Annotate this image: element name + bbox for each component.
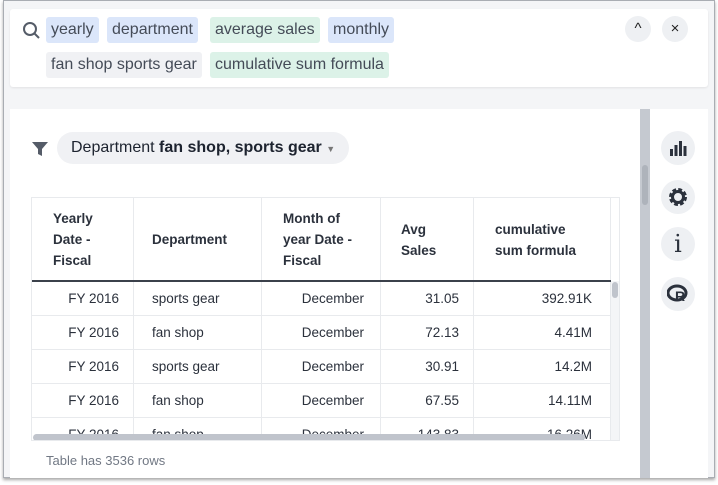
search-token[interactable]: cumulative sum formula — [210, 52, 389, 78]
search-token[interactable]: monthly — [328, 17, 395, 43]
info-button[interactable]: i — [661, 227, 695, 261]
table-cell: 14.11M — [474, 384, 611, 418]
table-cell: 67.55 — [381, 384, 474, 418]
search-bar[interactable]: yearly department average sales monthly … — [10, 9, 708, 87]
search-token[interactable]: fan shop sports gear — [46, 52, 202, 78]
filter-chip[interactable]: Department fan shop, sports gear ▼ — [57, 132, 350, 164]
column-header[interactable]: cumulative sum formula — [474, 198, 611, 281]
table-row[interactable]: FY 2016 sports gear December 31.05 392.91K — [32, 282, 611, 316]
filter-label: Department — [71, 139, 155, 156]
table-cell: sports gear — [134, 350, 262, 384]
chart-type-button[interactable] — [661, 131, 695, 165]
table-cell: FY 2016 — [32, 316, 134, 350]
filter-icon — [32, 142, 48, 156]
settings-button[interactable] — [661, 180, 695, 214]
chart-icon — [670, 141, 687, 156]
collapse-button[interactable]: ^ — [625, 16, 651, 42]
gear-icon — [669, 188, 687, 206]
search-icon — [23, 22, 40, 39]
results-panel — [10, 109, 640, 478]
column-header[interactable]: Department — [134, 198, 262, 281]
panel-scroll-thumb[interactable] — [642, 165, 648, 205]
table-cell: FY 2016 — [32, 350, 134, 384]
close-button[interactable]: × — [662, 16, 688, 42]
filter-value: fan shop, sports gear — [159, 139, 322, 156]
table-cell: December — [262, 316, 381, 350]
table-cell: 72.13 — [381, 316, 474, 350]
table-cell: sports gear — [134, 282, 262, 316]
table-horizontal-scrollbar[interactable] — [33, 434, 585, 440]
table-cell: FY 2016 — [32, 384, 134, 418]
table-cell: fan shop — [134, 384, 262, 418]
table-cell: December — [262, 282, 381, 316]
table-cell: FY 2016 — [32, 282, 134, 316]
table-row[interactable]: FY 2016 fan shop December 72.13 4.41M — [32, 316, 611, 350]
table-cell: 30.91 — [381, 350, 474, 384]
panel-scrollbar[interactable] — [640, 109, 650, 478]
info-icon: i — [674, 230, 682, 258]
table-cell: 4.41M — [474, 316, 611, 350]
table-cell: 14.2M — [474, 350, 611, 384]
table-cell: 392.91K — [474, 282, 611, 316]
column-header[interactable]: Yearly Date - Fiscal — [32, 198, 134, 281]
table-row[interactable]: FY 2016 sports gear December 30.91 14.2M — [32, 350, 611, 384]
table-cell: December — [262, 350, 381, 384]
row-count: Table has 3536 rows — [46, 453, 166, 468]
column-header[interactable]: Month of year Date - Fiscal — [262, 198, 381, 281]
table-row[interactable]: FY 2016 fan shop December 67.55 14.11M — [32, 384, 611, 418]
chevron-down-icon: ▼ — [326, 144, 336, 154]
search-token[interactable]: yearly — [46, 17, 99, 43]
table-vertical-scroll-thumb[interactable] — [612, 282, 618, 298]
table-vertical-scrollbar[interactable] — [611, 281, 619, 440]
search-token[interactable]: department — [107, 17, 198, 43]
r-script-icon: R — [667, 284, 688, 304]
table-cell: fan shop — [134, 316, 262, 350]
search-token[interactable]: average sales — [210, 17, 320, 43]
column-header[interactable]: Avg Sales — [381, 198, 474, 281]
header-divider — [32, 280, 611, 282]
table-cell: 31.05 — [381, 282, 474, 316]
table-cell: December — [262, 384, 381, 418]
r-analysis-button[interactable]: R — [661, 277, 695, 311]
svg-text:R: R — [675, 288, 685, 304]
data-table: Yearly Date - Fiscal Department Month of… — [31, 197, 620, 441]
